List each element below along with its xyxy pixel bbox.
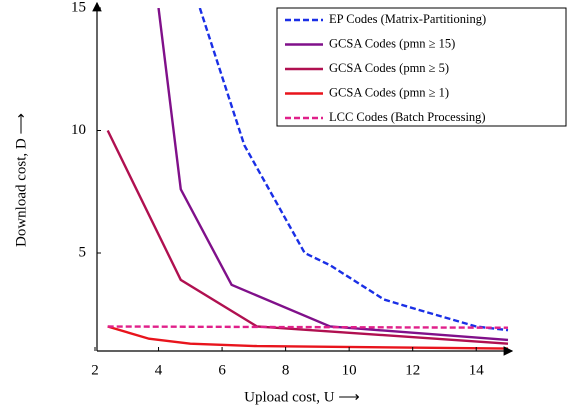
y-tick-label: 15 [71,0,86,15]
x-axis-label: Upload cost, U ⟶ [244,389,360,405]
legend-label: EP Codes (Matrix-Partitioning) [329,12,486,26]
x-tick-label: 4 [155,362,163,378]
legend-label: GCSA Codes (pmn ≥ 5) [329,61,449,75]
x-tick-label: 8 [282,362,290,378]
x-tick-label: 10 [342,362,357,378]
plot-area [106,8,509,350]
y-axis-label: Download cost, D ⟶ [13,113,29,247]
x-tick-label: 14 [469,362,485,378]
y-tick-label: 10 [71,122,86,138]
y-tick-label: 5 [79,244,87,260]
legend-label: LCC Codes (Batch Processing) [329,110,486,124]
x-tick-label: 2 [91,362,99,378]
x-tick-label: 12 [405,362,420,378]
series-line [198,8,509,332]
legend [276,7,567,127]
series-line [107,325,509,350]
series-line [106,129,509,345]
series-line [107,325,509,329]
legend-label: GCSA Codes (pmn ≥ 1) [329,85,449,99]
series-line [157,8,509,342]
legend-label: GCSA Codes (pmn ≥ 15) [329,36,455,50]
x-tick-label: 6 [218,362,226,378]
